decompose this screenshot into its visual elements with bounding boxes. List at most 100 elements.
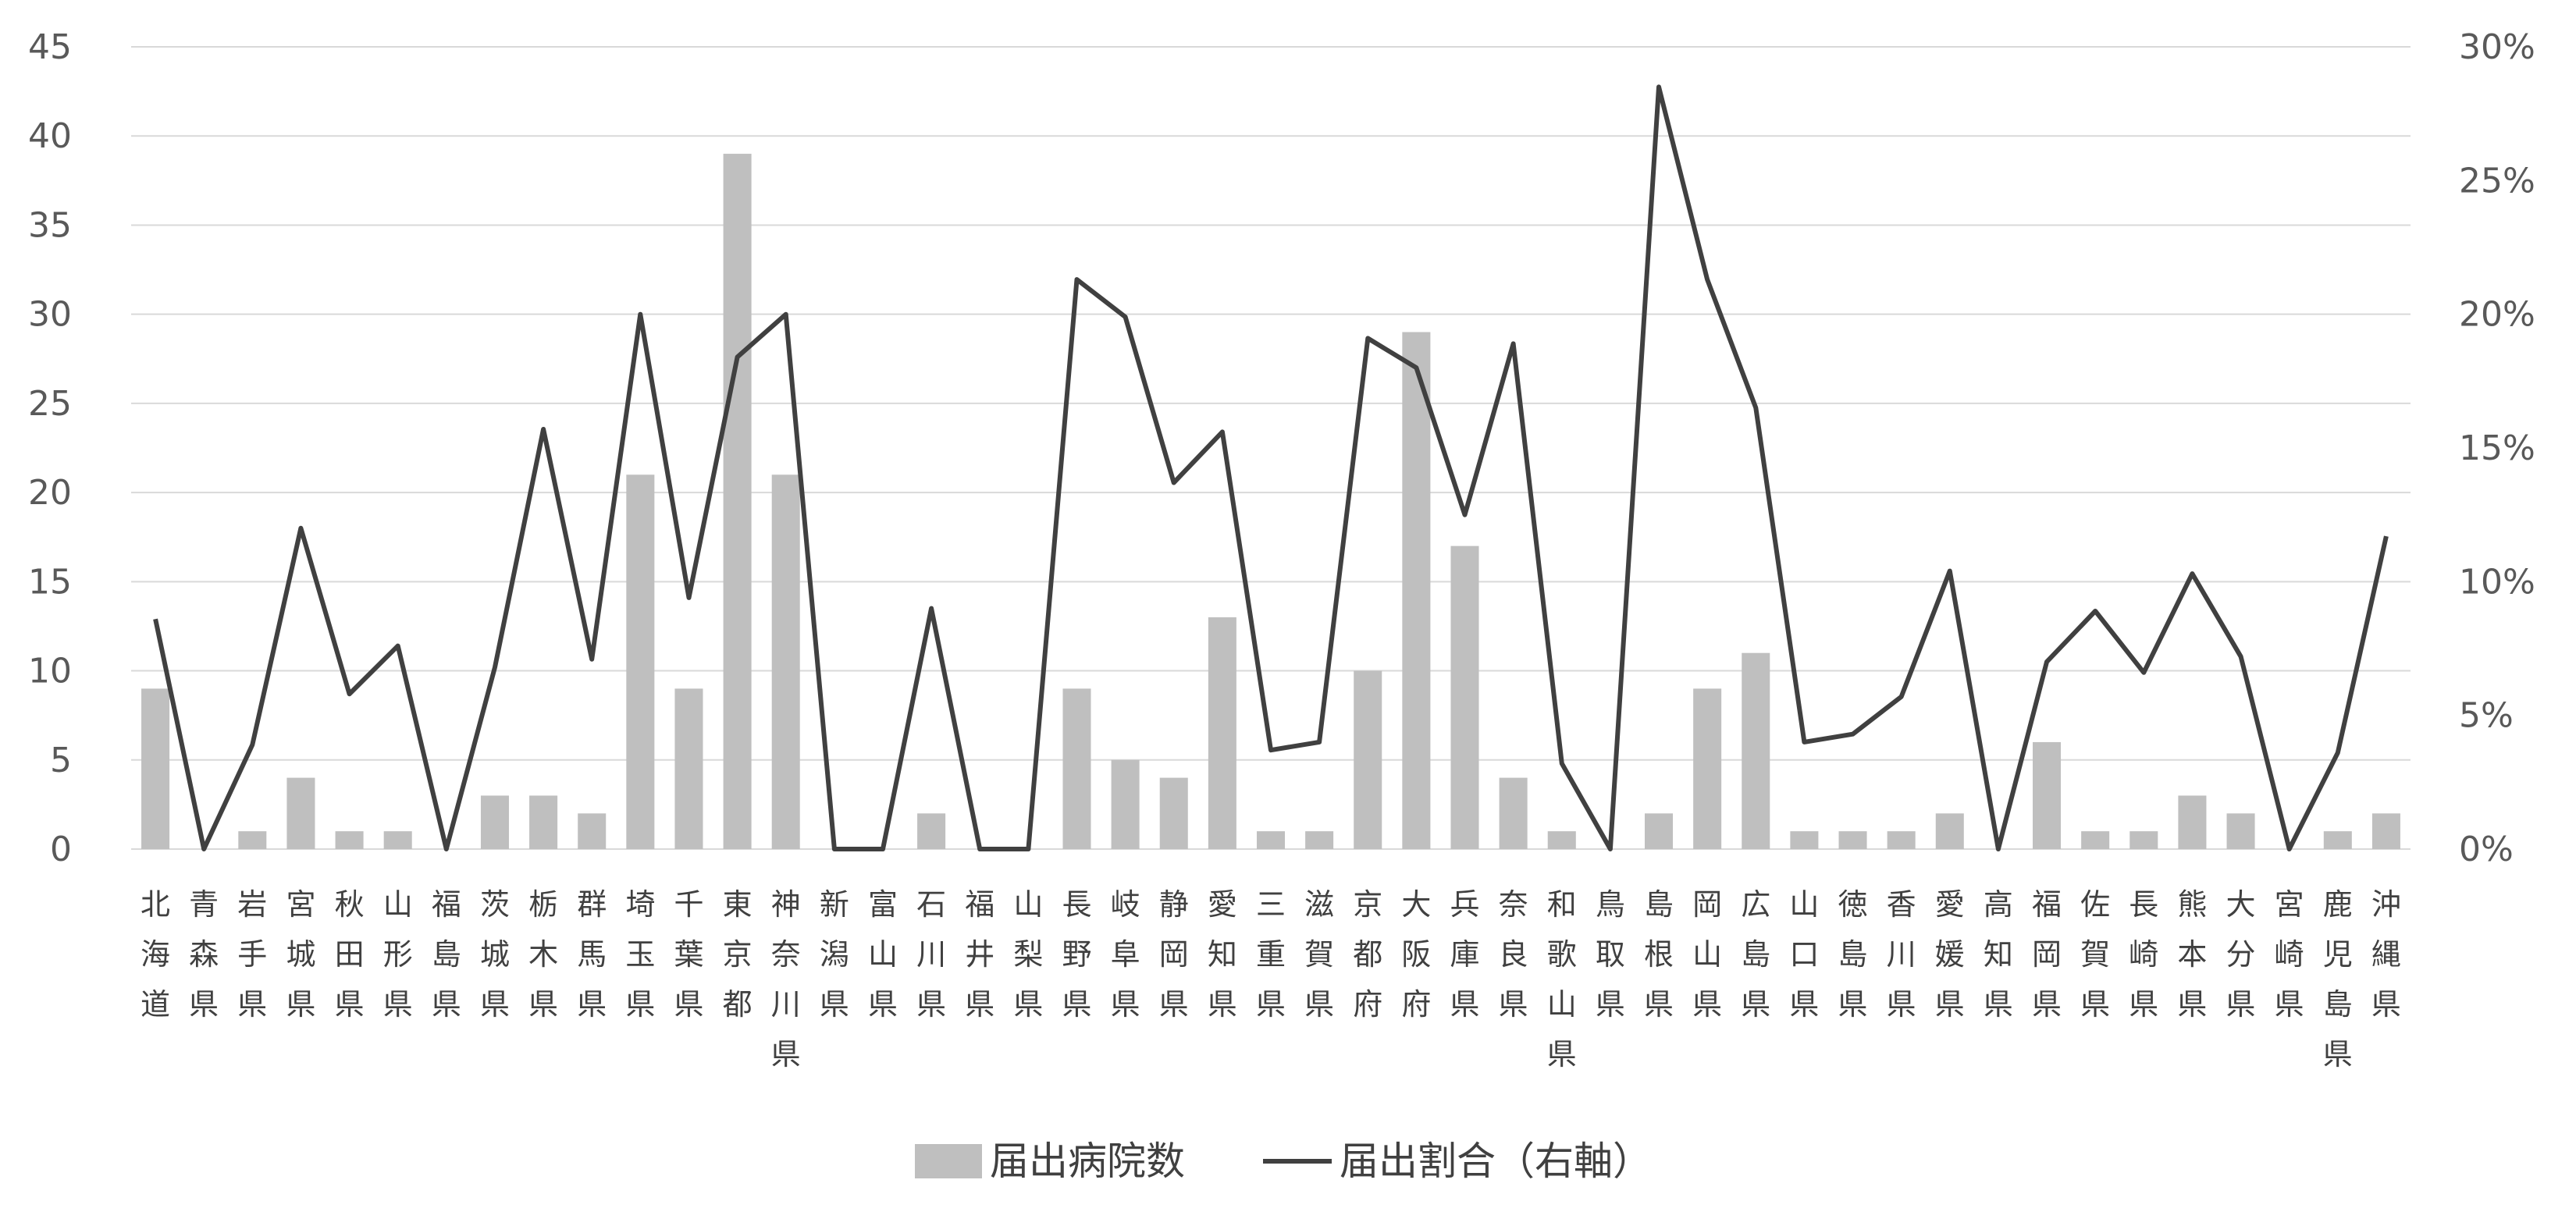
bar — [335, 831, 364, 849]
bar — [1547, 831, 1576, 849]
bar — [1790, 831, 1819, 849]
category-label: 長野県 — [1062, 887, 1091, 1022]
bar — [1499, 777, 1528, 849]
bar — [1159, 777, 1188, 849]
legend-label-bar: 届出病院数 — [990, 1139, 1185, 1184]
bar — [2226, 813, 2255, 849]
legend-label-line: 届出割合（右軸） — [1340, 1139, 1652, 1184]
left-axis-ticks: 0 5 10 15 20 25 30 35 40 45 — [28, 27, 72, 869]
right-tick-label: 30% — [2459, 27, 2535, 67]
category-label: 秋田県 — [335, 887, 365, 1022]
left-tick-label: 15 — [28, 562, 72, 602]
bar — [2033, 741, 2062, 849]
category-label: 三重県 — [1256, 887, 1286, 1022]
category-label: 宮城県 — [286, 887, 315, 1022]
bar — [480, 795, 509, 849]
right-tick-label: 20% — [2459, 295, 2535, 335]
bar — [1935, 813, 1964, 849]
bar — [383, 831, 412, 849]
bar — [2178, 795, 2207, 849]
legend: 届出病院数 届出割合（右軸） — [915, 1139, 1652, 1184]
bar — [2371, 813, 2400, 849]
category-label: 山梨県 — [1013, 887, 1043, 1022]
category-label: 静岡県 — [1159, 887, 1189, 1022]
category-label: 広島県 — [1741, 887, 1770, 1022]
category-label: 熊本県 — [2177, 887, 2207, 1022]
category-label: 島根県 — [1644, 887, 1674, 1022]
category-label: 福島県 — [432, 887, 461, 1022]
left-tick-label: 10 — [28, 652, 72, 691]
category-label: 千葉県 — [674, 887, 703, 1022]
bar — [2129, 831, 2158, 849]
category-label: 東京都 — [723, 887, 753, 1022]
bar — [1838, 831, 1867, 849]
gridlines — [131, 46, 2411, 850]
right-tick-label: 25% — [2459, 161, 2535, 201]
category-label: 宮崎県 — [2275, 887, 2304, 1022]
category-label: 石川県 — [916, 887, 946, 1022]
category-label: 奈良県 — [1499, 887, 1528, 1022]
category-label: 岐阜県 — [1111, 887, 1140, 1022]
bar — [286, 777, 315, 849]
ratio-line — [153, 84, 2389, 851]
bar — [1887, 831, 1916, 849]
bar — [1450, 545, 1479, 849]
category-label: 茨城県 — [480, 887, 510, 1022]
bar — [2323, 831, 2352, 849]
category-label: 新潟県 — [820, 887, 849, 1022]
category-label: 香川県 — [1887, 887, 1916, 1022]
category-labels: 北海道青森県岩手県宮城県秋田県山形県福島県茨城県栃木県群馬県埼玉県千葉県東京都神… — [141, 887, 2401, 1071]
bar — [917, 813, 946, 849]
bar — [1062, 688, 1091, 849]
category-label: 愛知県 — [1208, 887, 1237, 1022]
line-series — [153, 84, 2389, 851]
bar — [1208, 617, 1236, 849]
category-label: 富山県 — [868, 887, 898, 1022]
bar — [1693, 688, 1722, 849]
bar — [1402, 332, 1431, 849]
bar — [1354, 670, 1382, 849]
left-tick-label: 20 — [28, 473, 72, 513]
category-label: 栃木県 — [528, 887, 558, 1022]
category-label: 長崎県 — [2129, 887, 2158, 1022]
bar — [723, 154, 752, 850]
right-tick-label: 0% — [2459, 830, 2514, 869]
bar — [626, 474, 655, 849]
bar — [674, 688, 703, 849]
category-label: 和歌山県 — [1547, 887, 1577, 1071]
category-label: 鹿児島県 — [2323, 887, 2353, 1071]
category-label: 兵庫県 — [1450, 887, 1480, 1022]
bar-series — [141, 154, 2400, 850]
category-label: 大阪府 — [1401, 887, 1431, 1022]
category-label: 山口県 — [1789, 887, 1819, 1022]
bar — [1305, 831, 1334, 849]
right-axis-ticks: 0% 5% 10% 15% 20% 25% 30% — [2459, 27, 2535, 869]
category-label: 大分県 — [2226, 887, 2256, 1022]
right-tick-label: 5% — [2459, 696, 2514, 736]
left-tick-label: 40 — [28, 116, 72, 156]
category-label: 群馬県 — [577, 887, 607, 1022]
bar — [578, 813, 607, 849]
bar — [529, 795, 558, 849]
category-label: 神奈川県 — [771, 887, 801, 1071]
left-tick-label: 0 — [50, 830, 72, 869]
category-label: 京都府 — [1353, 887, 1382, 1022]
category-label: 岩手県 — [237, 887, 267, 1022]
right-tick-label: 15% — [2459, 428, 2535, 468]
category-label: 徳島県 — [1838, 887, 1868, 1022]
left-tick-label: 45 — [28, 27, 72, 67]
bar — [1256, 831, 1286, 849]
category-label: 高知県 — [1984, 887, 2013, 1022]
left-tick-label: 25 — [28, 384, 72, 424]
bar — [2081, 831, 2110, 849]
category-label: 鳥取県 — [1596, 887, 1625, 1022]
category-label: 佐賀県 — [2080, 887, 2110, 1022]
category-label: 山形県 — [383, 887, 413, 1022]
category-label: 滋賀県 — [1304, 887, 1334, 1022]
bar — [771, 474, 800, 849]
category-label: 埼玉県 — [625, 887, 655, 1022]
bar — [1742, 652, 1770, 849]
category-label: 愛媛県 — [1935, 887, 1965, 1022]
left-tick-label: 30 — [28, 295, 72, 335]
